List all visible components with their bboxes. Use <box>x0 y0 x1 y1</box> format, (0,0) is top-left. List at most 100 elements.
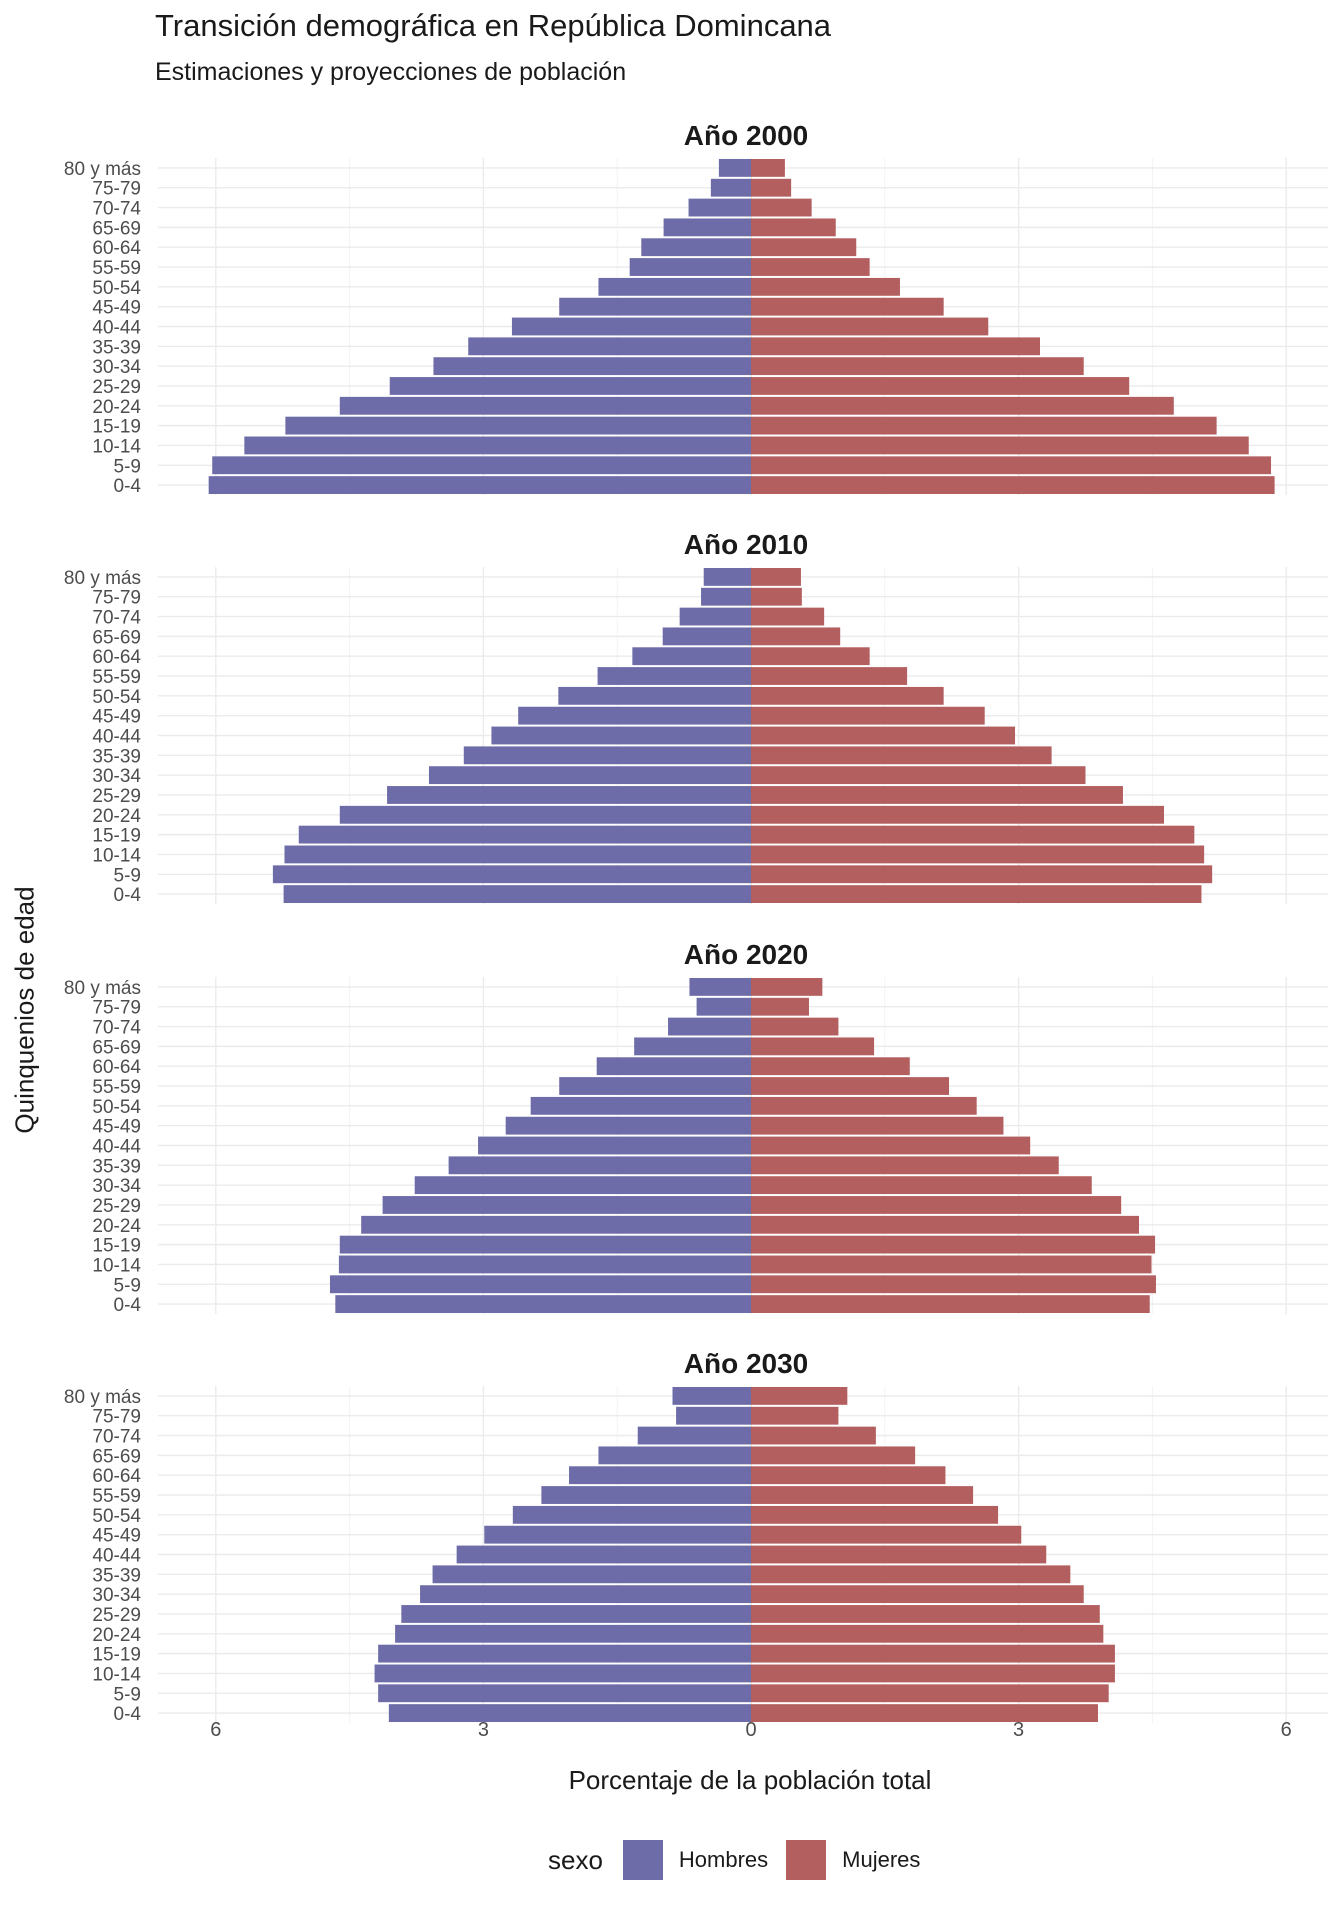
bar-mujeres <box>751 198 812 217</box>
y-tick-label: 20-24 <box>92 1216 141 1237</box>
bar-hombres <box>672 1386 751 1405</box>
bar-mujeres <box>751 1426 876 1445</box>
x-axis-label-container: Porcentaje de la población total <box>0 1765 1344 1796</box>
y-tick-label: 35-39 <box>92 1156 141 1177</box>
bar-mujeres <box>751 766 1086 785</box>
bar-mujeres <box>751 1466 946 1485</box>
bar-hombres <box>701 587 751 606</box>
bar-mujeres <box>751 1664 1115 1683</box>
bar-mujeres <box>751 238 857 257</box>
bar-hombres <box>387 786 751 804</box>
x-tick-label: 6 <box>1281 1719 1292 1741</box>
y-tick-label: 25-29 <box>92 377 141 398</box>
bar-hombres <box>663 218 751 237</box>
y-tick-label: 15-19 <box>92 826 141 847</box>
y-tick-label: 10-14 <box>92 845 141 866</box>
bar-mujeres <box>751 607 825 626</box>
bar-mujeres <box>751 1565 1071 1584</box>
bar-mujeres <box>751 277 900 296</box>
y-tick-label: 35-39 <box>92 1565 141 1586</box>
bar-hombres <box>710 178 751 197</box>
bar-mujeres <box>751 456 1272 475</box>
bar-mujeres <box>751 667 908 685</box>
bar-mujeres <box>751 1605 1100 1623</box>
legend-label-hombres: Hombres <box>678 1847 769 1872</box>
y-tick-label: 0-4 <box>114 476 142 497</box>
y-tick-label: 30-34 <box>92 1176 141 1197</box>
bar-mujeres <box>751 567 801 586</box>
y-tick-label: 20-24 <box>92 1625 141 1646</box>
bar-hombres <box>395 1624 751 1643</box>
bar-hombres <box>597 667 751 685</box>
bar-hombres <box>662 627 751 646</box>
bar-mujeres <box>751 845 1205 864</box>
y-tick-label: 65-69 <box>92 218 141 239</box>
bar-mujeres <box>751 627 841 646</box>
y-tick-label: 45-49 <box>92 1526 141 1547</box>
bar-hombres <box>696 997 751 1016</box>
panel-title: Año 2010 <box>684 529 809 560</box>
y-tick-label: 55-59 <box>92 1486 141 1507</box>
bar-mujeres <box>751 706 985 725</box>
legend-item-hombres: Hombres <box>622 1840 776 1880</box>
bar-mujeres <box>751 1176 1092 1195</box>
y-tick-label: 15-19 <box>92 1236 141 1257</box>
bar-hombres <box>272 865 751 884</box>
panel-title: Año 2020 <box>684 939 809 970</box>
bar-mujeres <box>751 396 1174 415</box>
bar-mujeres <box>751 686 944 705</box>
bar-hombres <box>689 977 751 996</box>
bar-mujeres <box>751 1704 1098 1723</box>
bar-hombres <box>596 1057 751 1076</box>
y-tick-label: 10-14 <box>92 1255 141 1276</box>
bar-hombres <box>512 1505 751 1524</box>
y-tick-label: 45-49 <box>92 707 141 728</box>
y-tick-label: 5-9 <box>114 456 141 477</box>
bar-mujeres <box>751 416 1217 435</box>
bar-hombres <box>285 416 751 435</box>
y-tick-label: 75-79 <box>92 1407 141 1428</box>
y-tick-label: 35-39 <box>92 337 141 358</box>
y-tick-label: 35-39 <box>92 746 141 767</box>
x-tick-label: 0 <box>745 1719 756 1741</box>
bar-hombres <box>463 746 751 765</box>
bar-mujeres <box>751 1017 839 1036</box>
bar-mujeres <box>751 786 1123 804</box>
y-tick-label: 80 y más <box>64 978 141 999</box>
bar-hombres <box>558 686 751 705</box>
bar-mujeres <box>751 1446 916 1465</box>
bar-hombres <box>518 706 751 725</box>
y-tick-label: 55-59 <box>92 1077 141 1098</box>
y-tick-label: 15-19 <box>92 1645 141 1666</box>
y-tick-label: 65-69 <box>92 1446 141 1467</box>
y-tick-label: 30-34 <box>92 1585 141 1606</box>
bar-hombres <box>505 1116 751 1135</box>
bar-mujeres <box>751 258 870 276</box>
bar-hombres <box>374 1664 751 1683</box>
bar-mujeres <box>751 1196 1122 1214</box>
bar-hombres <box>388 1704 751 1723</box>
bar-hombres <box>335 1295 751 1314</box>
bar-hombres <box>401 1605 751 1623</box>
bar-mujeres <box>751 885 1202 904</box>
y-tick-label: 55-59 <box>92 667 141 688</box>
y-tick-label: 40-44 <box>92 1546 141 1567</box>
y-tick-label: 70-74 <box>92 1018 141 1039</box>
bar-mujeres <box>751 1406 839 1425</box>
bar-mujeres <box>751 805 1164 824</box>
x-tick-label: 6 <box>210 1719 221 1741</box>
bar-hombres <box>559 297 751 316</box>
bar-hombres <box>244 436 751 455</box>
bar-hombres <box>212 456 751 475</box>
y-tick-label: 45-49 <box>92 298 141 319</box>
bar-hombres <box>339 805 751 824</box>
y-tick-label: 25-29 <box>92 786 141 807</box>
x-tick-label: 3 <box>1013 1719 1024 1741</box>
bar-mujeres <box>751 1275 1156 1294</box>
bar-mujeres <box>751 218 836 237</box>
y-tick-label: 30-34 <box>92 766 141 787</box>
bar-mujeres <box>751 977 823 996</box>
chart-title: Transición demográfica en República Domi… <box>155 8 832 43</box>
bar-hombres <box>298 825 751 844</box>
